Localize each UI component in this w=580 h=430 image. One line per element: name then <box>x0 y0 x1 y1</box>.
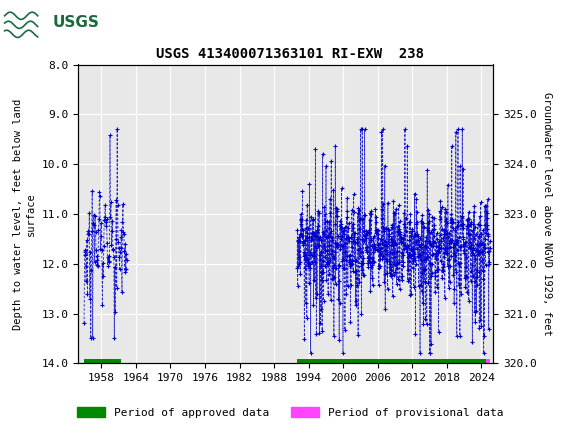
Y-axis label: Groundwater level above NGVD 1929, feet: Groundwater level above NGVD 1929, feet <box>542 92 552 336</box>
Y-axis label: Depth to water level, feet below land
surface: Depth to water level, feet below land su… <box>13 98 36 329</box>
Legend: Period of approved data, Period of provisional data: Period of approved data, Period of provi… <box>72 403 508 422</box>
Text: USGS 413400071363101 RI-EXW  238: USGS 413400071363101 RI-EXW 238 <box>156 47 424 61</box>
Bar <box>3 3 102 42</box>
Text: USGS: USGS <box>52 15 99 30</box>
